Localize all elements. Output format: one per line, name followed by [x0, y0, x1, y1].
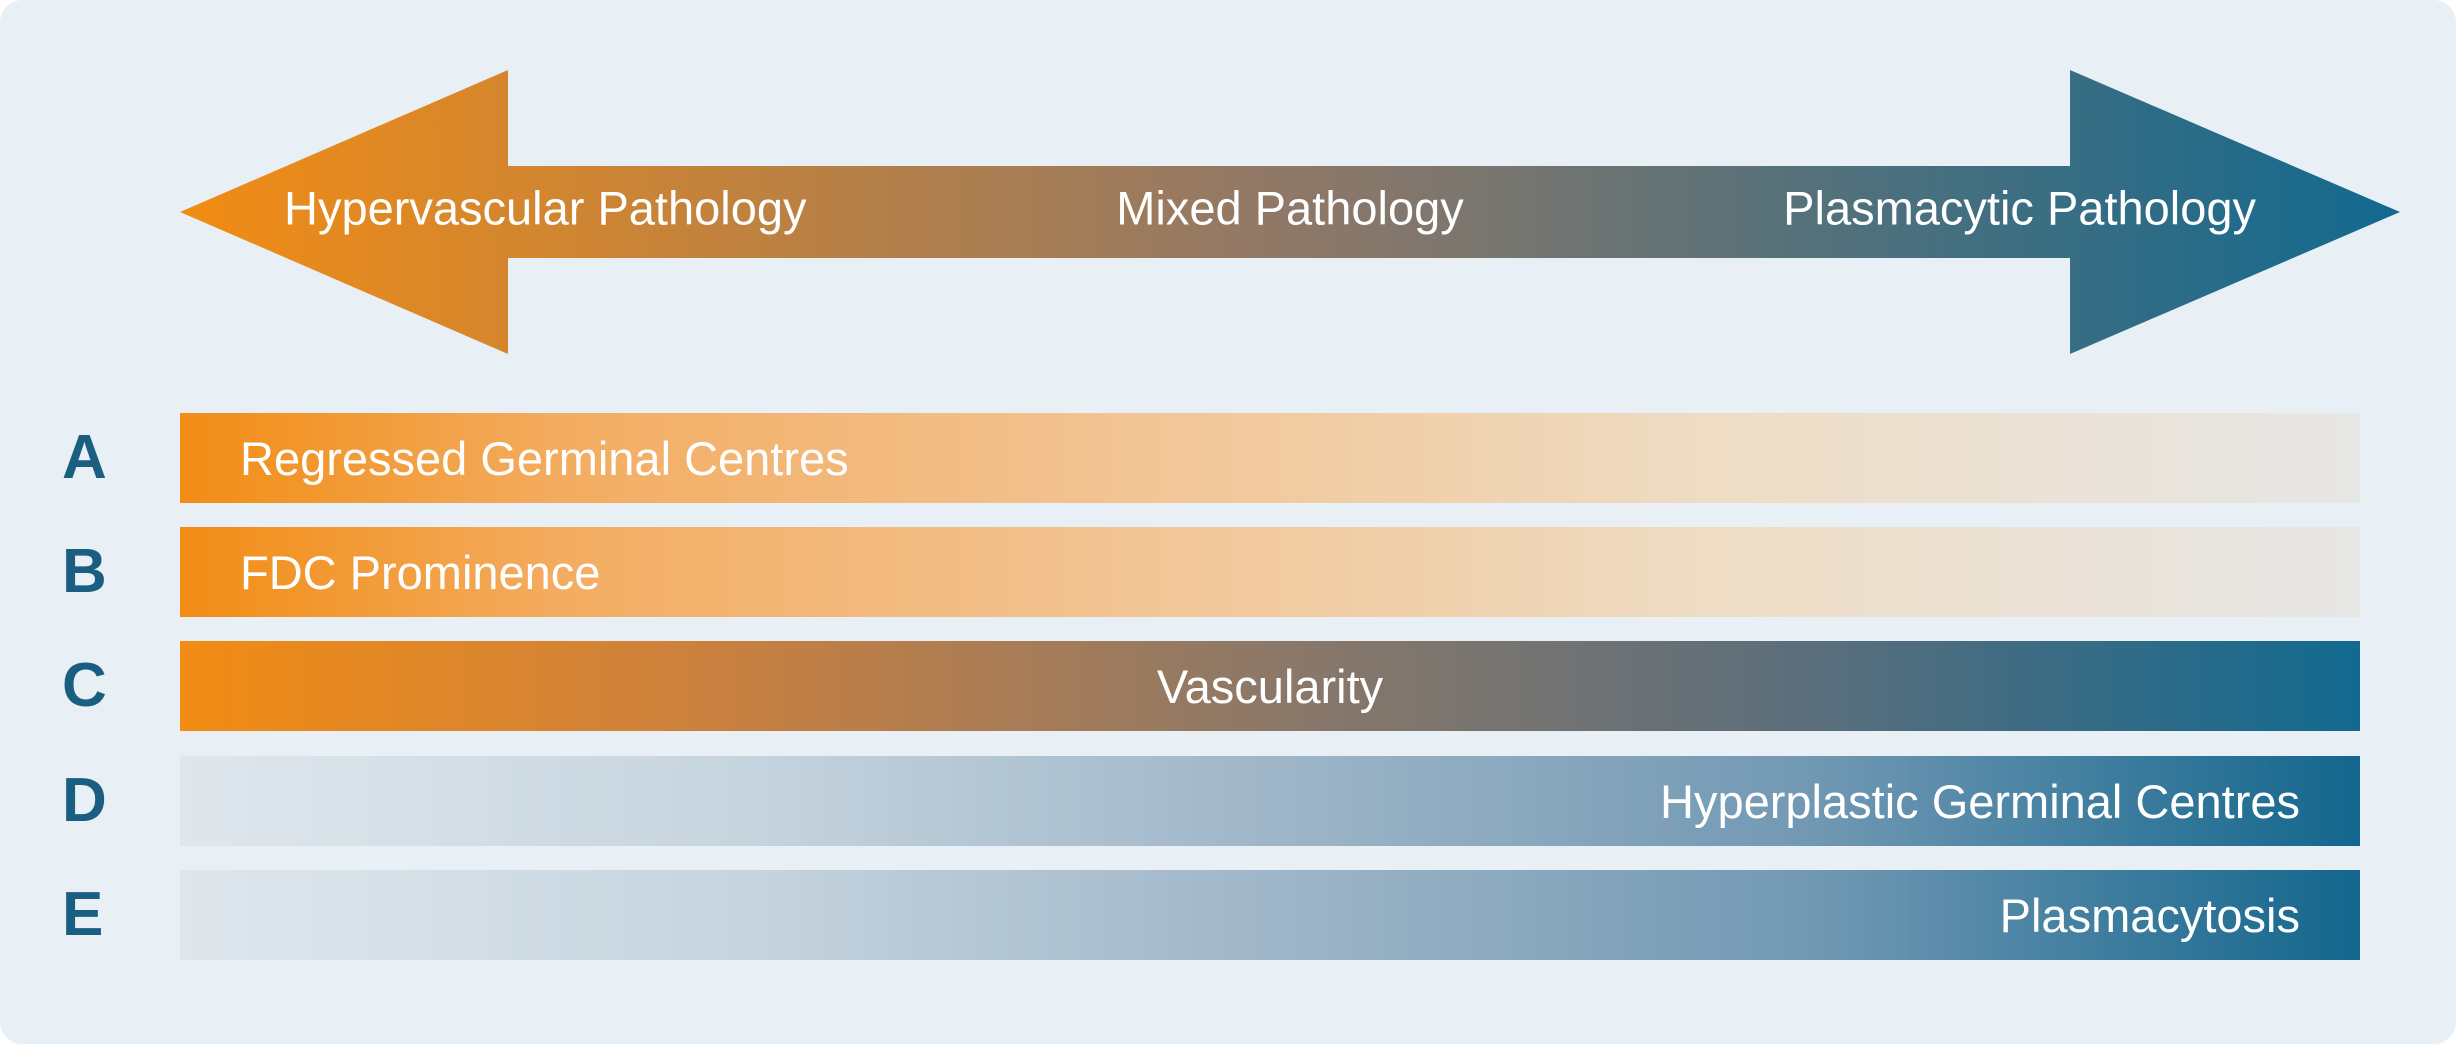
arrow-left-label: Hypervascular Pathology — [284, 181, 807, 234]
arrow-right-label: Plasmacytic Pathology — [1783, 181, 2256, 234]
bar-hyperplastic-germinal-centres: Hyperplastic Germinal Centres — [180, 756, 2360, 846]
bar-label: Regressed Germinal Centres — [240, 431, 849, 485]
bar-fdc-prominence: FDC Prominence — [180, 527, 2360, 617]
bar-label: Hyperplastic Germinal Centres — [1660, 774, 2300, 828]
row-letter-a: A — [62, 423, 107, 492]
bar-regressed-germinal-centres: Regressed Germinal Centres — [180, 413, 2360, 503]
row-letter-e: E — [62, 880, 104, 949]
bar-plasmacytosis: Plasmacytosis — [180, 870, 2360, 960]
double-arrow: Hypervascular Pathology Mixed Pathology … — [180, 70, 2400, 354]
row-letter-d: D — [62, 766, 107, 835]
arrow-center-label: Mixed Pathology — [1116, 181, 1464, 234]
bar-vascularity: Vascularity — [180, 641, 2360, 731]
bar-label: Plasmacytosis — [1999, 888, 2300, 942]
row-letter-b: B — [62, 537, 107, 606]
row-letter-c: C — [62, 651, 107, 720]
bar-label: Vascularity — [1156, 659, 1384, 713]
double-arrow-shape — [180, 70, 2400, 354]
bar-label: FDC Prominence — [240, 545, 601, 599]
